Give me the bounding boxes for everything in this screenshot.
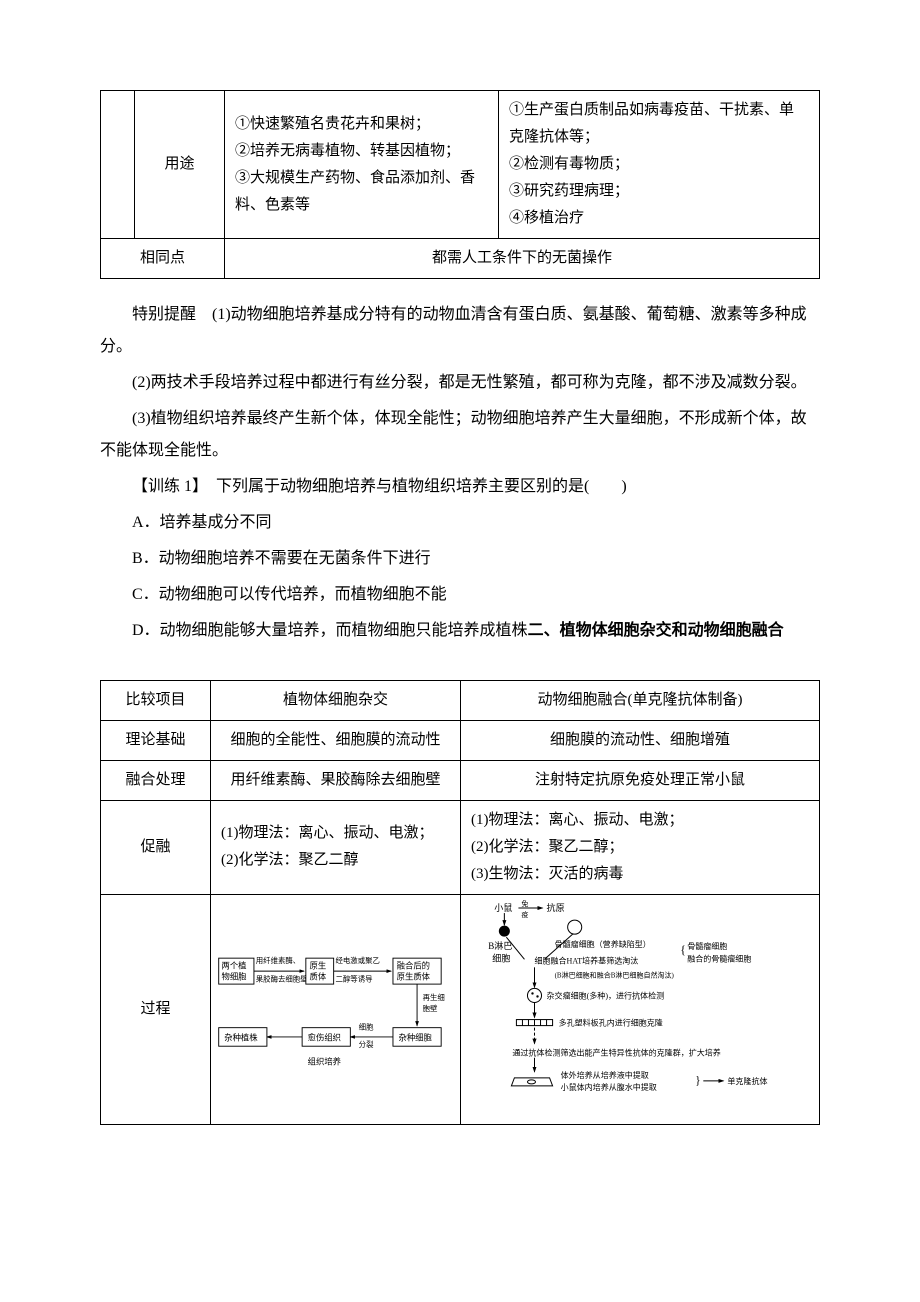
- paragraph-tip-2: (2)两技术手段培养过程中都进行有丝分裂，都是无性繁殖，都可称为克隆，都不涉及减…: [100, 367, 820, 399]
- table-row: 用途 ①快速繁殖名贵花卉和果树； ②培养无病毒植物、转基因植物； ③大规模生产药…: [101, 91, 820, 239]
- paragraph-tip-1: 特别提醒 (1)动物细胞培养基成分特有的动物血清含有蛋白质、氨基酸、葡萄糖、激素…: [100, 299, 820, 363]
- svg-text:体外培养从培养液中提取: 体外培养从培养液中提取: [561, 1070, 649, 1080]
- option-c: C．动物细胞可以传代培养，而植物细胞不能: [132, 579, 820, 611]
- svg-text:融合的骨髓瘤细胞: 融合的骨髓瘤细胞: [687, 953, 751, 963]
- svg-text:通过抗体检测筛选出能产生特异性抗体的克隆群，扩大培养: 通过抗体检测筛选出能产生特异性抗体的克隆群，扩大培养: [512, 1048, 720, 1058]
- cell-animal-usage: ①生产蛋白质制品如病毒疫苗、干扰素、单克隆抗体等； ②检测有毒物质； ③研究药理…: [499, 91, 820, 239]
- table-row: 过程 两个植 物细胞 用纤维素酶、 果胶酶去细胞壁 原生 质体: [101, 894, 820, 1124]
- svg-text:}: }: [695, 1075, 700, 1087]
- option-d-text: D．动物细胞能够大量培养，而植物细胞只能培养成植株: [132, 622, 528, 639]
- cell-treat-label: 融合处理: [101, 760, 211, 800]
- svg-text:再生细: 再生细: [423, 992, 445, 1002]
- table-row: 融合处理 用纤维素酶、果胶酶除去细胞壁 注射特定抗原免疫处理正常小鼠: [101, 760, 820, 800]
- svg-text:细胞融合HAT培养基筛选淘汰: 细胞融合HAT培养基筛选淘汰: [535, 955, 639, 965]
- plant-fusion-flowchart: 两个植 物细胞 用纤维素酶、 果胶酶去细胞壁 原生 质体 经电激或聚乙 二醇等诱…: [215, 899, 456, 1110]
- svg-text:杂种植株: 杂种植株: [224, 1032, 258, 1042]
- svg-text:骨髓瘤细胞: 骨髓瘤细胞: [687, 941, 727, 951]
- svg-text:二醇等诱导: 二醇等诱导: [336, 973, 373, 983]
- option-b: B．动物细胞培养不需要在无菌条件下进行: [132, 543, 820, 575]
- question-text: 下列属于动物细胞培养与植物组织培养主要区别的是( ): [216, 478, 627, 495]
- svg-text:细胞: 细胞: [359, 1021, 374, 1031]
- svg-text:胞壁: 胞壁: [423, 1003, 438, 1013]
- cell-promote-animal: (1)物理法：离心、振动、电激； (2)化学法：聚乙二醇； (3)生物法：灭活的…: [461, 800, 820, 894]
- cell-empty: [101, 91, 135, 239]
- svg-text:免: 免: [521, 899, 528, 908]
- svg-text:细胞: 细胞: [492, 952, 510, 963]
- cell-theory-plant: 细胞的全能性、细胞膜的流动性: [211, 720, 461, 760]
- cell-label-same: 相同点: [101, 239, 225, 279]
- cell-process-label: 过程: [101, 894, 211, 1124]
- table-row: 促融 (1)物理法：离心、振动、电激； (2)化学法：聚乙二醇 (1)物理法：离…: [101, 800, 820, 894]
- cell-treat-plant: 用纤维素酶、果胶酶除去细胞壁: [211, 760, 461, 800]
- svg-text:愈伤组织: 愈伤组织: [308, 1032, 341, 1042]
- svg-text:疫: 疫: [521, 910, 528, 919]
- svg-text:果胶酶去细胞壁: 果胶酶去细胞壁: [256, 973, 308, 983]
- svg-text:B淋巴: B淋巴: [488, 940, 512, 951]
- question-stem: 【训练 1】 下列属于动物细胞培养与植物组织培养主要区别的是( ): [100, 471, 820, 503]
- cell-treat-animal: 注射特定抗原免疫处理正常小鼠: [461, 760, 820, 800]
- svg-text:{: {: [680, 942, 686, 956]
- svg-text:经电激或聚乙: 经电激或聚乙: [336, 955, 380, 965]
- svg-text:杂交瘤细胞(多种)，进行抗体检测: 杂交瘤细胞(多种)，进行抗体检测: [547, 990, 665, 1000]
- question-label: 【训练 1】: [132, 478, 216, 495]
- svg-text:物细胞: 物细胞: [221, 971, 247, 981]
- header-plant-fusion: 植物体细胞杂交: [211, 680, 461, 720]
- svg-text:组织培养: 组织培养: [308, 1057, 341, 1067]
- cell-promote-label: 促融: [101, 800, 211, 894]
- svg-text:骨髓瘤细胞（营养缺陷型）: 骨髓瘤细胞（营养缺陷型）: [555, 939, 651, 949]
- table-row: 比较项目 植物体细胞杂交 动物细胞融合(单克隆抗体制备): [101, 680, 820, 720]
- paragraph-tip-3: (3)植物组织培养最终产生新个体，体现全能性；动物细胞培养产生大量细胞，不形成新…: [100, 403, 820, 467]
- svg-text:融合后的: 融合后的: [397, 960, 430, 970]
- svg-text:两个植: 两个植: [221, 960, 246, 970]
- table-row: 相同点 都需人工条件下的无菌操作: [101, 239, 820, 279]
- cell-process-plant-diagram: 两个植 物细胞 用纤维素酶、 果胶酶去细胞壁 原生 质体 经电激或聚乙 二醇等诱…: [211, 894, 461, 1124]
- header-compare: 比较项目: [101, 680, 211, 720]
- svg-text:(B淋巴细胞和融合B淋巴细胞自然淘汰): (B淋巴细胞和融合B淋巴细胞自然淘汰): [555, 970, 675, 979]
- svg-text:小鼠体内培养从腹水中提取: 小鼠体内培养从腹水中提取: [561, 1082, 657, 1092]
- svg-text:原生: 原生: [310, 960, 327, 970]
- svg-text:多孔塑料板孔内进行细胞克隆: 多孔塑料板孔内进行细胞克隆: [559, 1017, 663, 1027]
- cell-process-animal-diagram: 小鼠 免 疫 抗原 B淋巴 细胞 骨髓瘤细胞（营养缺陷型） 细胞融合HAT培养基…: [461, 894, 820, 1124]
- cell-theory-label: 理论基础: [101, 720, 211, 760]
- svg-text:小鼠: 小鼠: [494, 902, 512, 913]
- table-row: 理论基础 细胞的全能性、细胞膜的流动性 细胞膜的流动性、细胞增殖: [101, 720, 820, 760]
- svg-text:原生质体: 原生质体: [397, 971, 431, 981]
- svg-text:单克隆抗体: 单克隆抗体: [727, 1076, 767, 1086]
- cell-plant-usage: ①快速繁殖名贵花卉和果树； ②培养无病毒植物、转基因植物； ③大规模生产药物、食…: [225, 91, 499, 239]
- table-comparison-top: 用途 ①快速繁殖名贵花卉和果树； ②培养无病毒植物、转基因植物； ③大规模生产药…: [100, 90, 820, 279]
- table-comparison-fusion: 比较项目 植物体细胞杂交 动物细胞融合(单克隆抗体制备) 理论基础 细胞的全能性…: [100, 680, 820, 1125]
- cell-promote-plant: (1)物理法：离心、振动、电激； (2)化学法：聚乙二醇: [211, 800, 461, 894]
- option-a: A．培养基成分不同: [132, 507, 820, 539]
- svg-text:分裂: 分裂: [359, 1039, 374, 1049]
- svg-text:用纤维素酶、: 用纤维素酶、: [256, 955, 300, 965]
- svg-text:杂种细胞: 杂种细胞: [399, 1032, 433, 1042]
- svg-text:质体: 质体: [310, 971, 327, 981]
- cell-same-content: 都需人工条件下的无菌操作: [225, 239, 820, 279]
- cell-theory-animal: 细胞膜的流动性、细胞增殖: [461, 720, 820, 760]
- animal-fusion-flowchart: 小鼠 免 疫 抗原 B淋巴 细胞 骨髓瘤细胞（营养缺陷型） 细胞融合HAT培养基…: [465, 899, 815, 1110]
- tip-prefix: 特别提醒: [132, 306, 212, 323]
- cell-label-usage: 用途: [135, 91, 225, 239]
- svg-text:抗原: 抗原: [547, 902, 565, 913]
- section-heading-2: 二、植物体细胞杂交和动物细胞融合: [528, 622, 784, 639]
- header-animal-fusion: 动物细胞融合(单克隆抗体制备): [461, 680, 820, 720]
- option-d-line: D．动物细胞能够大量培养，而植物细胞只能培养成植株二、植物体细胞杂交和动物细胞融…: [132, 615, 820, 647]
